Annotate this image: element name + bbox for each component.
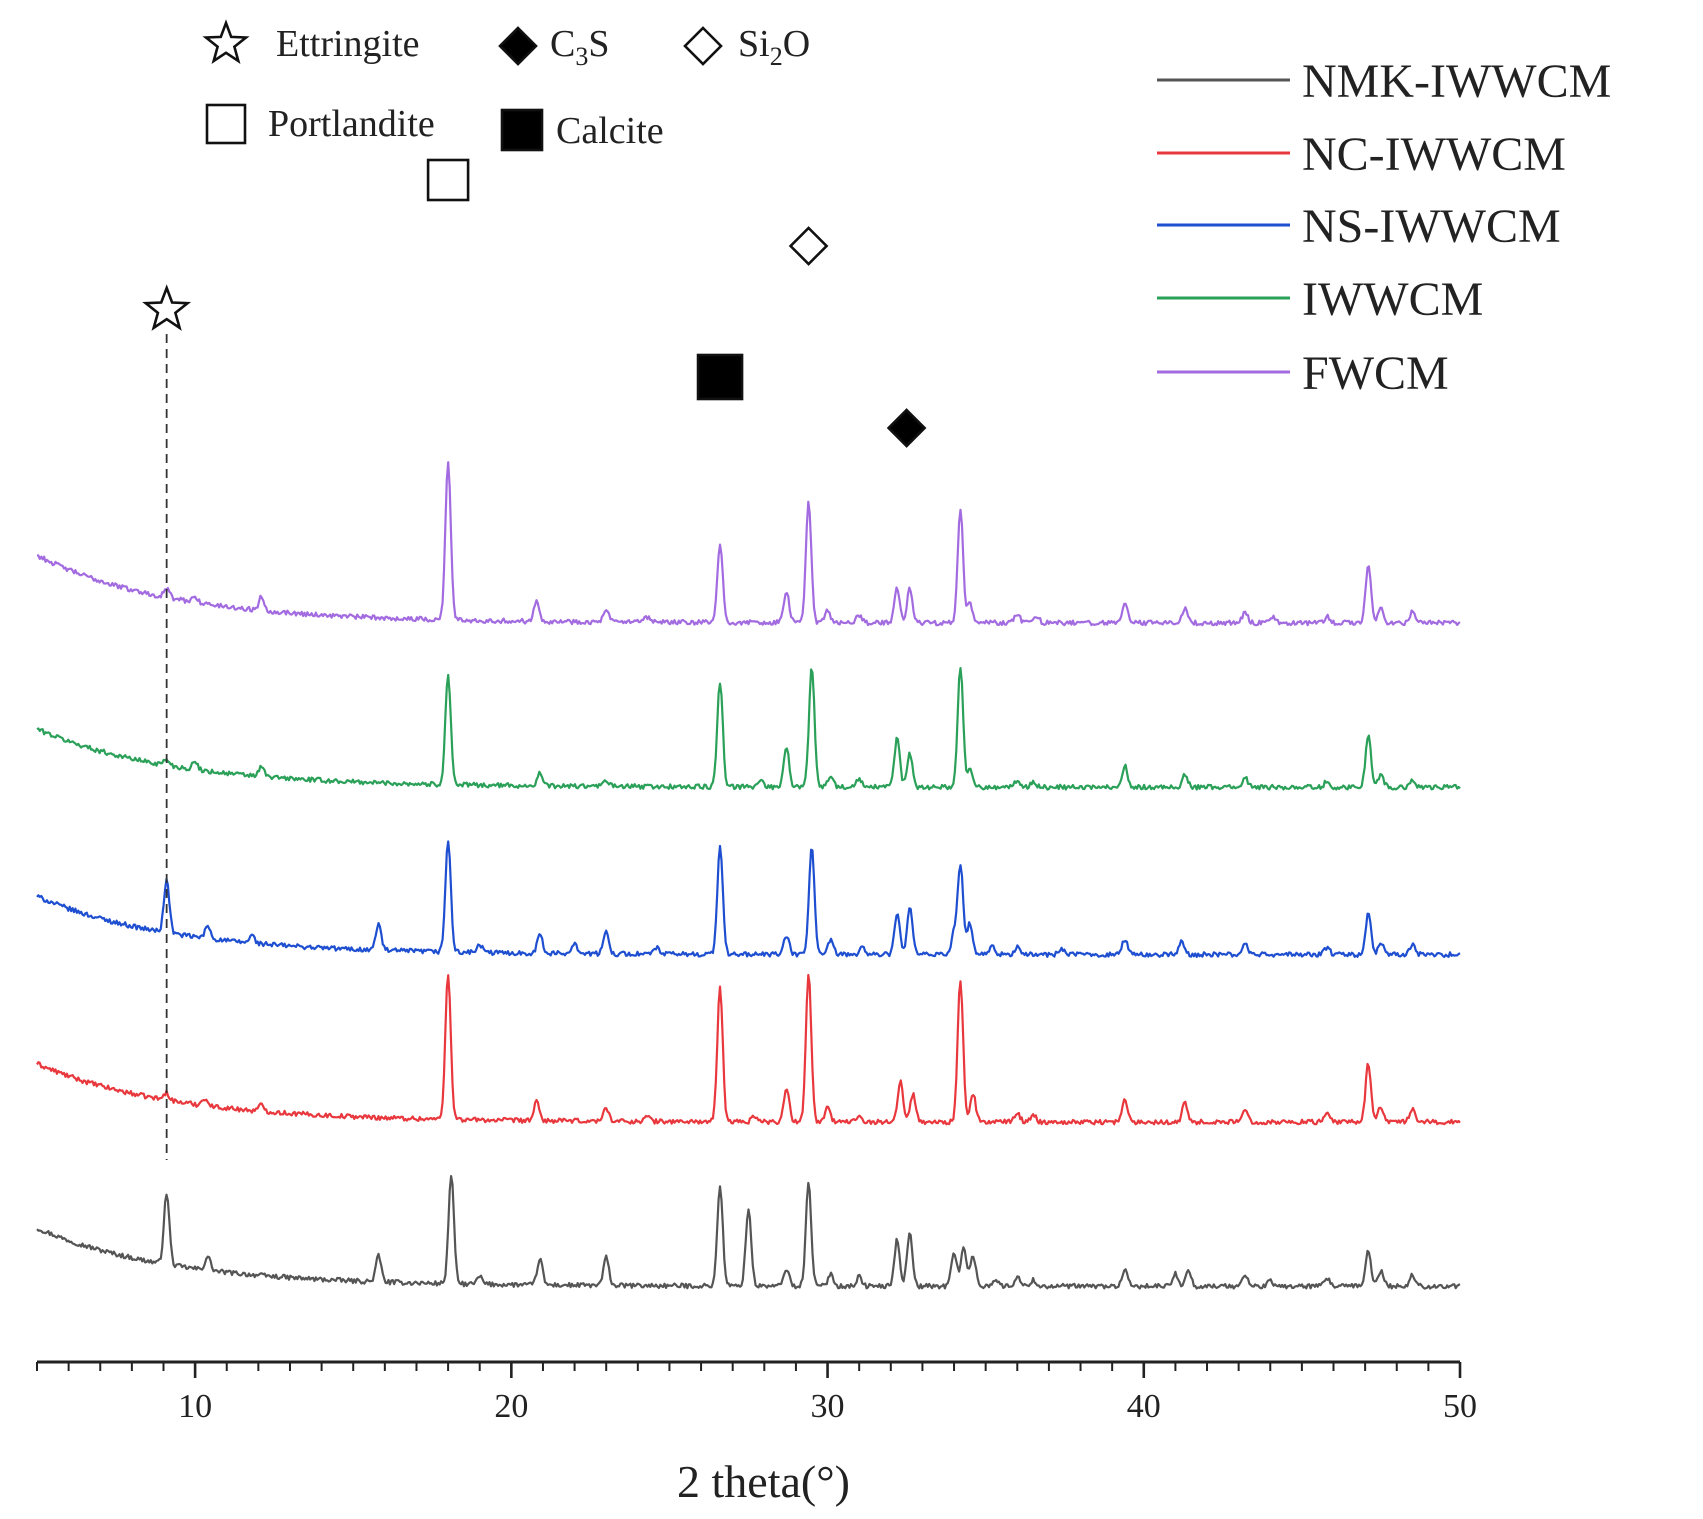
phase-label-tail: O <box>783 23 810 65</box>
phase-legend-label: Si2O <box>738 23 810 71</box>
phase-marker-star-open-icon <box>146 288 188 328</box>
square-shape <box>502 110 542 150</box>
phase-legend: Ettringite C3S Si2O Portlandite Calcite <box>206 23 810 152</box>
phase-legend-label: C3S <box>550 23 610 71</box>
square-shape <box>207 105 245 143</box>
legend-label: FWCM <box>1302 347 1449 400</box>
series-line-iwwcm <box>37 668 1460 789</box>
phase-markers-group <box>146 160 925 1160</box>
xrd-chart: 10 20 30 40 50 2 theta(°) Ettringite C3S Si2… <box>0 0 1703 1519</box>
diamond-open-icon <box>685 28 721 64</box>
phase-legend-item-ettringite: Ettringite <box>206 23 420 65</box>
series-line-nc-iwwcm <box>37 975 1460 1124</box>
phase-marker-diamond-filled-icon <box>889 410 925 446</box>
phase-legend-item-calcite: Calcite <box>502 110 664 152</box>
star-shape <box>206 23 246 61</box>
legend-label: NC-IWWCM <box>1302 128 1566 181</box>
legend-item: IWWCM <box>1157 273 1483 326</box>
x-tick-label: 40 <box>1127 1388 1161 1425</box>
phase-label-tail: S <box>588 23 609 65</box>
x-tick-label: 30 <box>811 1388 845 1425</box>
diamond-shape <box>500 28 536 64</box>
legend-label: IWWCM <box>1302 273 1483 326</box>
phase-legend-item-portlandite: Portlandite <box>207 103 435 145</box>
x-axis-title: 2 theta(°) <box>677 1456 850 1507</box>
phase-legend-item-c3s: C3S <box>500 23 610 71</box>
series-line-ns-iwwcm <box>37 842 1460 957</box>
legend-label: NMK-IWWCM <box>1302 55 1611 108</box>
square-shape <box>698 355 742 399</box>
phase-label-subscript: 3 <box>575 42 588 71</box>
diamond-shape <box>791 228 827 264</box>
x-tick-label: 20 <box>494 1388 528 1425</box>
series-legend: NMK-IWWCM NC-IWWCM NS-IWWCM IWWCM FWCM <box>1157 55 1611 400</box>
legend-item: FWCM <box>1157 347 1449 400</box>
star-shape <box>146 288 188 328</box>
star-open-icon <box>206 23 246 61</box>
phase-marker-square-filled-icon <box>698 355 742 399</box>
series-line-nmk-iwwcm <box>37 1176 1460 1288</box>
phase-label-subscript: 2 <box>770 42 783 71</box>
square-open-icon <box>207 105 245 143</box>
phase-marker-square-open-icon <box>428 160 468 200</box>
phase-label-main: Si <box>738 23 770 65</box>
legend-label: NS-IWWCM <box>1302 200 1561 253</box>
phase-label-main: C <box>550 23 575 65</box>
legend-item: NC-IWWCM <box>1157 128 1566 181</box>
phase-marker-diamond-open-icon <box>791 228 827 264</box>
square-filled-icon <box>502 110 542 150</box>
phase-legend-label: Calcite <box>556 110 664 152</box>
diamond-filled-icon <box>500 28 536 64</box>
x-tick-label: 50 <box>1443 1388 1477 1425</box>
x-tick-label: 10 <box>178 1388 212 1425</box>
phase-legend-label: Ettringite <box>276 23 420 65</box>
diamond-shape <box>889 410 925 446</box>
diamond-shape <box>685 28 721 64</box>
phase-legend-label: Portlandite <box>268 103 435 145</box>
x-ticks: 10 20 30 40 50 <box>37 1362 1477 1425</box>
series-line-fwcm <box>37 462 1460 625</box>
square-shape <box>428 160 468 200</box>
x-axis: 10 20 30 40 50 2 theta(°) <box>37 1362 1477 1507</box>
plot-series-group <box>37 462 1460 1288</box>
legend-item: NS-IWWCM <box>1157 200 1561 253</box>
phase-legend-item-si2o: Si2O <box>685 23 810 71</box>
legend-item: NMK-IWWCM <box>1157 55 1611 108</box>
